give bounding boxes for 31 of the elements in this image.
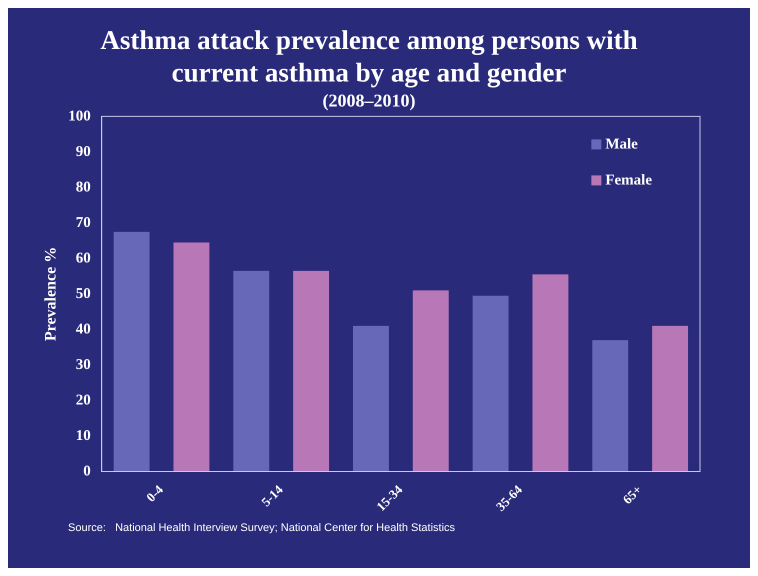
bar [233,270,270,472]
bar [352,326,389,472]
y-tick-label: 10 [76,428,91,444]
legend-label: Male [605,136,638,152]
bar [592,340,628,472]
y-axis-title: Prevalence % [42,246,60,342]
y-tick-label: 40 [76,321,91,338]
x-tick-label: 0-4 [143,482,166,505]
bar [293,270,330,472]
text: Asthma attack prevalence among persons with [100,25,638,56]
y-tick-label: 100 [68,108,91,124]
bar [173,242,210,472]
bar [652,326,688,472]
y-tick-label: 60 [76,250,91,266]
y-tick-label: 20 [76,392,91,408]
y-tick-label: 80 [76,179,91,196]
source-note: Source: National Health Interview Survey; National Center for Health Statistics [68,522,456,534]
text: current asthma by age and gender [172,58,566,88]
legend-label: Female [605,172,652,188]
bar [532,274,568,472]
y-tick-label: 90 [76,144,91,160]
bar [114,232,150,472]
bar [472,296,509,472]
y-tick-label: 0 [83,463,91,480]
chart-subtitle: (2008–2010) [322,90,416,110]
y-tick-label: 70 [76,214,91,231]
y-tick-label: 30 [76,356,91,373]
x-tick-label: 65+ [620,482,645,507]
x-tick-label: 5-14 [258,482,286,510]
y-tick-label: 50 [76,286,91,302]
bar [412,290,449,472]
